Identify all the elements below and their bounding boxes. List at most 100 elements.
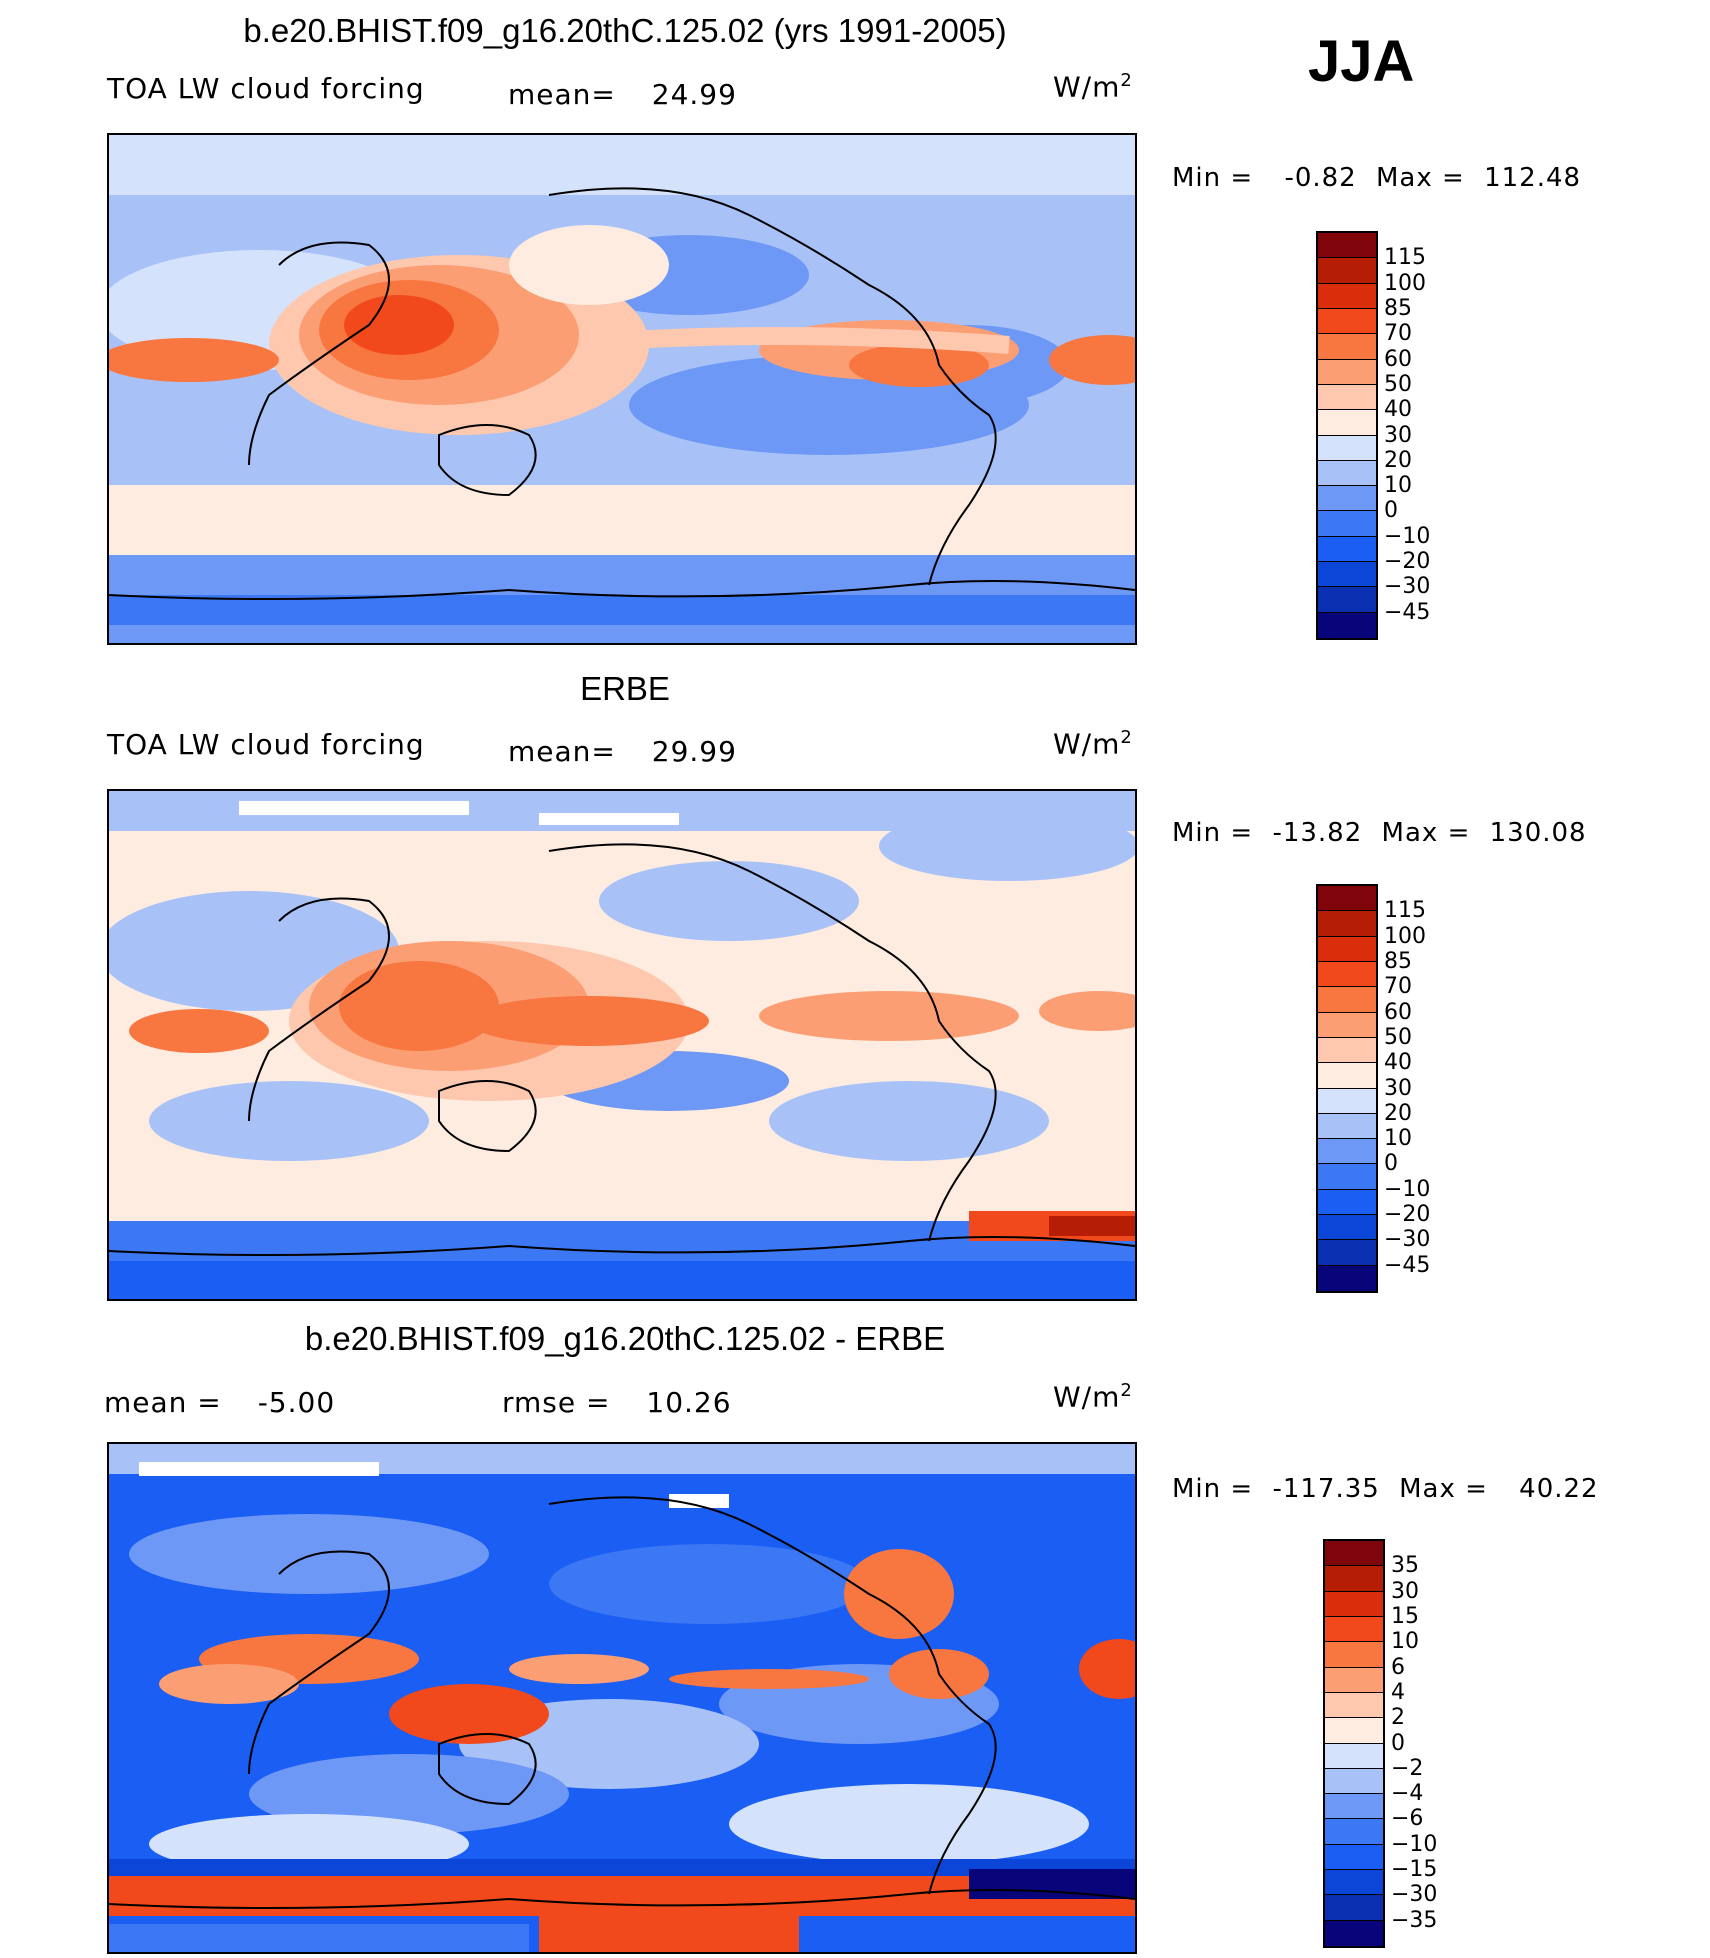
colorbar-swatch [1318, 384, 1376, 411]
colorbar-swatch [1325, 1794, 1383, 1820]
panel3-minmax: Min = -117.35 Max = 40.22 [1172, 1474, 1599, 1504]
colorbar-tick-label: 20 [1384, 447, 1412, 473]
panel3-rmse: rmse = 10.26 [502, 1386, 732, 1419]
panel2-max-label: Max = [1381, 818, 1471, 848]
colorbar-swatch [1325, 1667, 1383, 1693]
colorbar-swatch [1325, 1844, 1383, 1871]
colorbar-swatch [1325, 1718, 1383, 1744]
colorbar-tick-label: −15 [1391, 1857, 1438, 1883]
colorbar-swatch [1318, 536, 1376, 563]
colorbar-tick-label: 40 [1384, 1050, 1412, 1076]
panel2-minmax: Min = -13.82 Max = 130.08 [1172, 818, 1587, 848]
colorbar-swatch [1325, 1642, 1383, 1668]
colorbar-swatch [1318, 308, 1376, 335]
colorbar-tick-label: 0 [1384, 1151, 1398, 1177]
colorbar-swatch [1318, 1240, 1376, 1266]
colorbar-tick-label: −30 [1384, 1227, 1431, 1253]
colorbar-tick-label: −20 [1384, 549, 1431, 575]
panel3-rmse-label: rmse = [502, 1386, 611, 1419]
colorbar-swatch [1318, 1164, 1376, 1190]
colorbar-tick-label: 4 [1391, 1679, 1405, 1705]
colorbar-tick-label: −4 [1391, 1781, 1424, 1807]
panel3-mean: mean = -5.00 [104, 1386, 335, 1419]
panel2-variable: TOA LW cloud forcing [107, 728, 425, 761]
colorbar-swatch [1318, 1139, 1376, 1165]
colorbar-swatch [1325, 1768, 1383, 1795]
colorbar-tick-label: 10 [1384, 1126, 1412, 1152]
panel3-max-value: 40.22 [1519, 1474, 1599, 1504]
colorbar-tick-label: −45 [1384, 599, 1431, 625]
colorbar-swatch [1325, 1616, 1383, 1643]
colorbar-tick-label: 35 [1391, 1553, 1419, 1579]
colorbar-tick-label: 50 [1384, 371, 1412, 397]
colorbar-tick-label: −6 [1391, 1806, 1424, 1832]
colorbar-swatch [1318, 486, 1376, 512]
panel1-minmax: Min = -0.82 Max = 112.48 [1172, 163, 1581, 193]
colorbar-tick-label: 70 [1384, 321, 1412, 347]
colorbar-swatch [1318, 562, 1376, 588]
colorbar-tick-label: 70 [1384, 974, 1412, 1000]
colorbar-tick-label: −10 [1384, 523, 1431, 549]
panel2-mean-value: 29.99 [651, 735, 737, 768]
colorbar-tick-label: −35 [1391, 1907, 1438, 1933]
colorbar-swatch [1318, 359, 1376, 385]
colorbar-swatch [1318, 587, 1376, 613]
panel1-mean-value: 24.99 [651, 78, 737, 111]
panel3-max-label: Max = [1399, 1474, 1488, 1504]
colorbar-swatch [1318, 886, 1376, 912]
panel3-units-text: W/m [1053, 1380, 1121, 1414]
panel1-mean: mean= 24.99 [508, 78, 737, 111]
colorbar-tick-label: −10 [1384, 1176, 1431, 1202]
colorbar-swatch [1318, 334, 1376, 360]
colorbar-swatch [1318, 1012, 1376, 1038]
panel3-mean-value: -5.00 [257, 1386, 336, 1419]
panel3-title: b.e20.BHIST.f09_g16.20thC.125.02 - ERBE [304, 1320, 946, 1357]
panel1-units-sup: 2 [1120, 70, 1133, 91]
panel3-mean-label: mean = [104, 1386, 222, 1419]
colorbar-tick-label: 50 [1384, 1024, 1412, 1050]
colorbar-swatch [1318, 961, 1376, 988]
panel1-colorbar [1316, 231, 1378, 640]
colorbar-tick-label: 15 [1391, 1603, 1419, 1629]
panel1-units-text: W/m [1053, 70, 1121, 104]
colorbar-swatch [1318, 233, 1376, 259]
colorbar-tick-label: −30 [1384, 574, 1431, 600]
colorbar-swatch [1318, 1113, 1376, 1140]
panel2-map [107, 789, 1137, 1301]
panel2-max-value: 130.08 [1489, 818, 1587, 848]
panel1-units: W/m2 [1053, 70, 1133, 103]
panel1-map-field [109, 135, 1135, 643]
panel3-map-field [109, 1444, 1135, 1952]
panel3-colorbar [1323, 1539, 1385, 1948]
colorbar-tick-label: 40 [1384, 397, 1412, 423]
colorbar-tick-label: 30 [1384, 1075, 1412, 1101]
panel3-min-value: -117.35 [1272, 1474, 1380, 1504]
colorbar-swatch [1318, 1063, 1376, 1089]
colorbar-tick-label: 60 [1384, 346, 1412, 372]
panel1-mean-label: mean= [508, 78, 616, 111]
panel2-title: ERBE [580, 670, 670, 707]
colorbar-tick-label: 10 [1384, 473, 1412, 499]
colorbar-tick-label: 30 [1384, 422, 1412, 448]
colorbar-tick-label: 60 [1384, 999, 1412, 1025]
panel1-max-value: 112.48 [1484, 163, 1582, 193]
colorbar-swatch [1318, 936, 1376, 962]
colorbar-swatch [1318, 460, 1376, 487]
colorbar-swatch [1325, 1692, 1383, 1719]
panel2-units: W/m2 [1053, 727, 1133, 760]
colorbar-swatch [1318, 1088, 1376, 1114]
colorbar-tick-label: 100 [1384, 923, 1426, 949]
colorbar-swatch [1325, 1743, 1383, 1769]
colorbar-swatch [1318, 987, 1376, 1013]
panel2-units-text: W/m [1053, 727, 1121, 761]
colorbar-tick-label: −45 [1384, 1252, 1431, 1278]
colorbar-swatch [1318, 911, 1376, 937]
colorbar-swatch [1318, 612, 1376, 638]
colorbar-tick-label: 10 [1391, 1629, 1419, 1655]
panel1-min-label: Min = [1172, 163, 1254, 193]
colorbar-tick-label: 0 [1384, 498, 1398, 524]
colorbar-tick-label: 2 [1391, 1705, 1405, 1731]
colorbar-tick-label: −20 [1384, 1202, 1431, 1228]
colorbar-swatch [1318, 1215, 1376, 1241]
colorbar-swatch [1325, 1819, 1383, 1845]
